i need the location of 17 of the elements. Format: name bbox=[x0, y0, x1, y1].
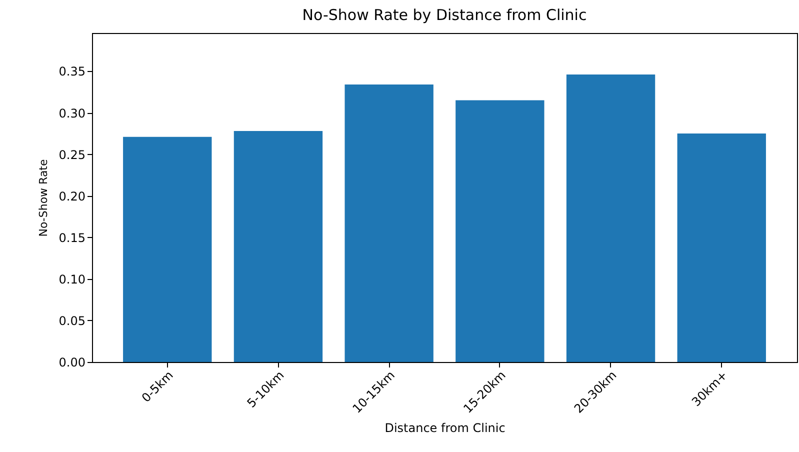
y-tick-label: 0.15 bbox=[58, 230, 86, 245]
bar bbox=[456, 100, 544, 362]
y-tick-label: 0.35 bbox=[58, 64, 86, 79]
y-tick-label: 0.20 bbox=[58, 189, 86, 204]
bar bbox=[344, 84, 434, 362]
y-tick-label: 0.10 bbox=[58, 272, 86, 286]
chart-title: No-Show Rate by Distance from Clinic bbox=[302, 6, 587, 24]
y-tick-label: 0.25 bbox=[58, 148, 86, 162]
bar bbox=[234, 131, 323, 362]
y-axis-title: No-Show Rate bbox=[36, 159, 50, 237]
bar bbox=[566, 74, 656, 362]
y-tick-label: 0.05 bbox=[58, 314, 86, 328]
x-axis-title: Distance from Clinic bbox=[384, 421, 506, 436]
y-tick-label: 0.00 bbox=[58, 356, 86, 370]
bar bbox=[677, 134, 766, 362]
bar bbox=[123, 136, 212, 362]
y-tick-label: 0.30 bbox=[58, 106, 86, 120]
